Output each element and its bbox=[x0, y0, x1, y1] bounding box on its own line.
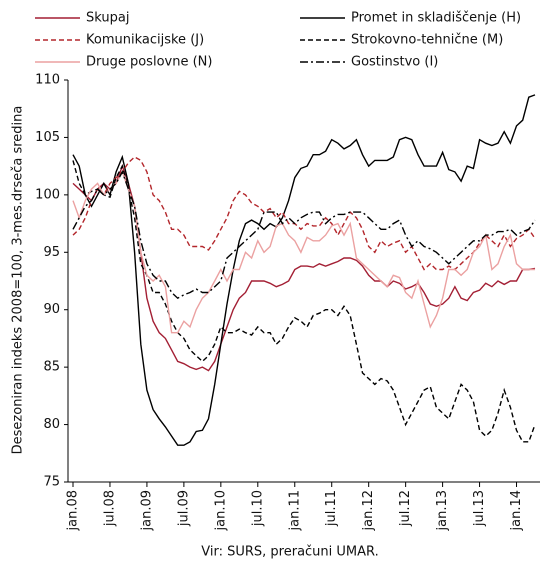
y-tick-label: 80 bbox=[43, 417, 60, 432]
series-line bbox=[72, 170, 536, 300]
x-tick-label: jan.14 bbox=[509, 490, 524, 532]
series-line bbox=[72, 164, 536, 372]
legend-label: Promet in skladiščenje (H) bbox=[351, 11, 521, 26]
x-tick-label: jan.09 bbox=[139, 490, 154, 532]
x-tick-label: jan.12 bbox=[361, 490, 376, 532]
x-tick-label: jul.08 bbox=[102, 490, 117, 527]
legend-label: Gostinstvo (I) bbox=[351, 55, 438, 70]
y-tick-label: 110 bbox=[35, 73, 60, 88]
y-tick-label: 85 bbox=[43, 360, 60, 375]
x-tick-label: jul.13 bbox=[472, 490, 487, 527]
x-tick-label: jul.11 bbox=[324, 490, 339, 527]
x-tick-label: jan.08 bbox=[66, 490, 81, 532]
legend-label: Komunikacijske (J) bbox=[86, 33, 204, 48]
series-line bbox=[72, 156, 536, 271]
y-axis-title: Desezoniran indeks 2008=100, 3-mes.drseč… bbox=[11, 106, 26, 455]
x-tick-label: jan.11 bbox=[287, 490, 302, 532]
y-tick-label: 90 bbox=[43, 302, 60, 317]
y-tick-label: 75 bbox=[43, 475, 60, 490]
series-line bbox=[72, 94, 536, 446]
x-tick-label: jul.10 bbox=[250, 490, 265, 527]
x-tick-label: jul.12 bbox=[398, 490, 413, 527]
x-tick-label: jan.13 bbox=[435, 490, 450, 532]
legend-label: Druge poslovne (N) bbox=[86, 55, 212, 70]
legend-label: Skupaj bbox=[86, 11, 129, 26]
y-tick-label: 95 bbox=[43, 245, 60, 260]
legend-label: Strokovno-tehnične (M) bbox=[351, 33, 503, 48]
y-tick-label: 105 bbox=[35, 130, 60, 145]
series-line bbox=[72, 170, 535, 334]
source: Vir: SURS, preračuni UMAR. bbox=[201, 545, 378, 560]
series-line bbox=[72, 160, 536, 443]
x-tick-label: jan.10 bbox=[213, 490, 228, 532]
x-tick-label: jul.09 bbox=[176, 490, 191, 527]
y-tick-label: 100 bbox=[35, 187, 60, 202]
